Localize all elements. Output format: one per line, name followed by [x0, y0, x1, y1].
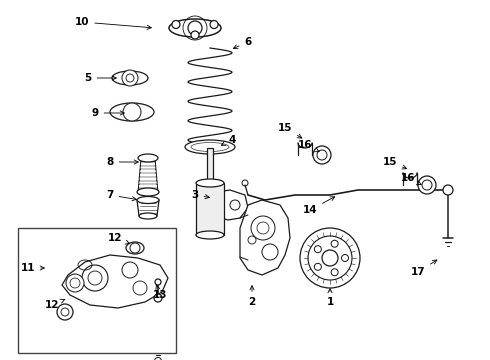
Polygon shape	[240, 200, 290, 275]
Bar	[207, 148, 213, 183]
Text: 15: 15	[278, 123, 302, 138]
Circle shape	[322, 250, 338, 266]
Text: 15: 15	[383, 157, 407, 169]
Text: 7: 7	[106, 190, 136, 201]
Text: 16: 16	[401, 173, 421, 185]
Circle shape	[210, 21, 218, 28]
Text: 9: 9	[92, 108, 124, 118]
Circle shape	[155, 279, 161, 285]
Text: 12: 12	[45, 299, 65, 310]
Text: 4: 4	[221, 135, 236, 145]
Text: 17: 17	[411, 260, 437, 277]
Text: 16: 16	[298, 140, 319, 152]
Ellipse shape	[110, 103, 154, 121]
Circle shape	[154, 357, 162, 360]
Ellipse shape	[126, 242, 144, 254]
Ellipse shape	[196, 231, 224, 239]
Text: 11: 11	[21, 263, 44, 273]
Ellipse shape	[185, 140, 235, 154]
Ellipse shape	[137, 188, 159, 196]
Circle shape	[313, 146, 331, 164]
Text: 5: 5	[84, 73, 116, 83]
Ellipse shape	[112, 71, 148, 85]
Text: 6: 6	[233, 37, 252, 49]
Text: 1: 1	[326, 289, 334, 307]
Circle shape	[191, 31, 199, 39]
Ellipse shape	[138, 154, 158, 162]
Circle shape	[122, 70, 138, 86]
Circle shape	[66, 274, 84, 292]
Ellipse shape	[196, 179, 224, 187]
Polygon shape	[210, 190, 248, 220]
Circle shape	[154, 294, 162, 302]
Circle shape	[418, 176, 436, 194]
Circle shape	[443, 185, 453, 195]
Circle shape	[172, 21, 180, 28]
Text: 3: 3	[192, 190, 209, 200]
Circle shape	[57, 304, 73, 320]
Bar	[18, 228, 176, 353]
Circle shape	[188, 21, 202, 35]
Bar	[196, 183, 224, 235]
Ellipse shape	[137, 197, 159, 203]
Ellipse shape	[169, 19, 221, 37]
Text: 13: 13	[153, 285, 167, 300]
Circle shape	[126, 74, 134, 82]
Text: 14: 14	[303, 197, 335, 215]
Text: 12: 12	[108, 233, 129, 244]
Circle shape	[300, 228, 360, 288]
Text: 10: 10	[75, 17, 151, 30]
Text: 8: 8	[106, 157, 138, 167]
Ellipse shape	[139, 213, 157, 219]
Circle shape	[123, 103, 141, 121]
Circle shape	[230, 200, 240, 210]
Polygon shape	[62, 255, 168, 308]
Text: 2: 2	[248, 286, 256, 307]
